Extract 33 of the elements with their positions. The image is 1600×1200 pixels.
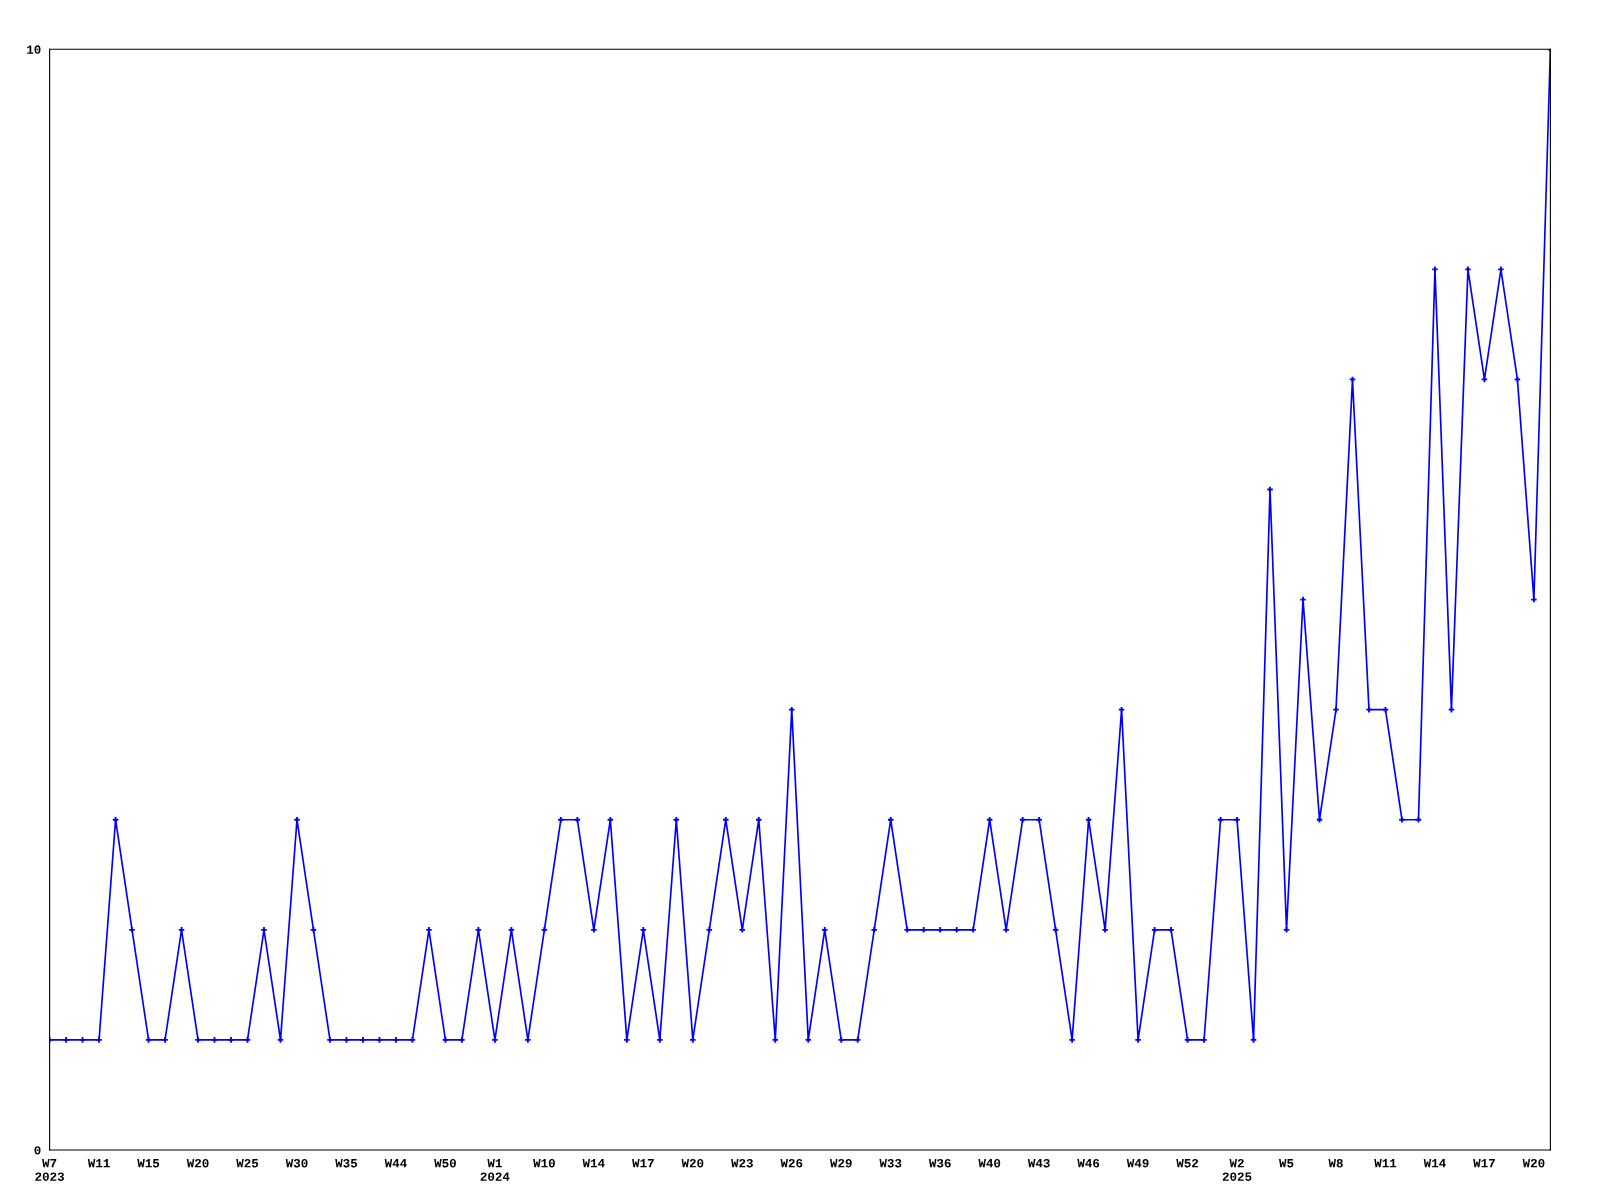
x-tick-label: W44 — [384, 1159, 407, 1168]
x-tick-label: W17 — [1473, 1159, 1495, 1168]
x-tick-label: W1 2024 — [480, 1159, 510, 1181]
x-tick-label: W33 — [879, 1158, 902, 1168]
x-tick-label: W26 — [780, 1158, 803, 1168]
x-tick-label: W7 2023 — [35, 1159, 64, 1181]
x-tick-label: W11 — [87, 1159, 110, 1168]
x-tick-label: W14 — [1423, 1159, 1446, 1168]
x-tick-label: W2 2025 — [1222, 1158, 1252, 1181]
x-tick-label: W46 — [1077, 1158, 1100, 1168]
x-tick-label: W52 — [1176, 1158, 1199, 1168]
x-tick-label: W10 — [533, 1158, 555, 1168]
x-tick-label: W35 — [335, 1158, 358, 1168]
x-tick-label: W49 — [1126, 1158, 1149, 1168]
x-tick-label: W50 — [434, 1158, 456, 1168]
x-tick-label: W40 — [978, 1158, 1001, 1168]
x-tick-label: W11 — [1374, 1159, 1397, 1168]
x-tick-label: W29 — [829, 1158, 852, 1168]
x-tick-label: W15 — [137, 1159, 160, 1168]
x-tick-label: W20 — [1522, 1158, 1545, 1168]
x-tick-label: W43 — [1027, 1158, 1050, 1168]
x-tick-label: W36 — [928, 1158, 951, 1168]
x-tick-label: W14 — [582, 1159, 605, 1168]
x-tick-label: W17 — [632, 1159, 654, 1168]
x-tick-label: W30 — [285, 1158, 308, 1168]
x-tick-label: W25 — [236, 1158, 259, 1168]
x-tick-label: W8 — [1328, 1158, 1343, 1168]
y-tick-label: 10 — [27, 45, 41, 54]
x-tick-label: W20 — [681, 1158, 704, 1168]
y-tick-label: 0 — [34, 1146, 41, 1155]
x-tick-label: W20 — [186, 1158, 209, 1168]
x-tick-label: W5 — [1279, 1159, 1294, 1168]
x-tick-label: W23 — [731, 1158, 753, 1168]
